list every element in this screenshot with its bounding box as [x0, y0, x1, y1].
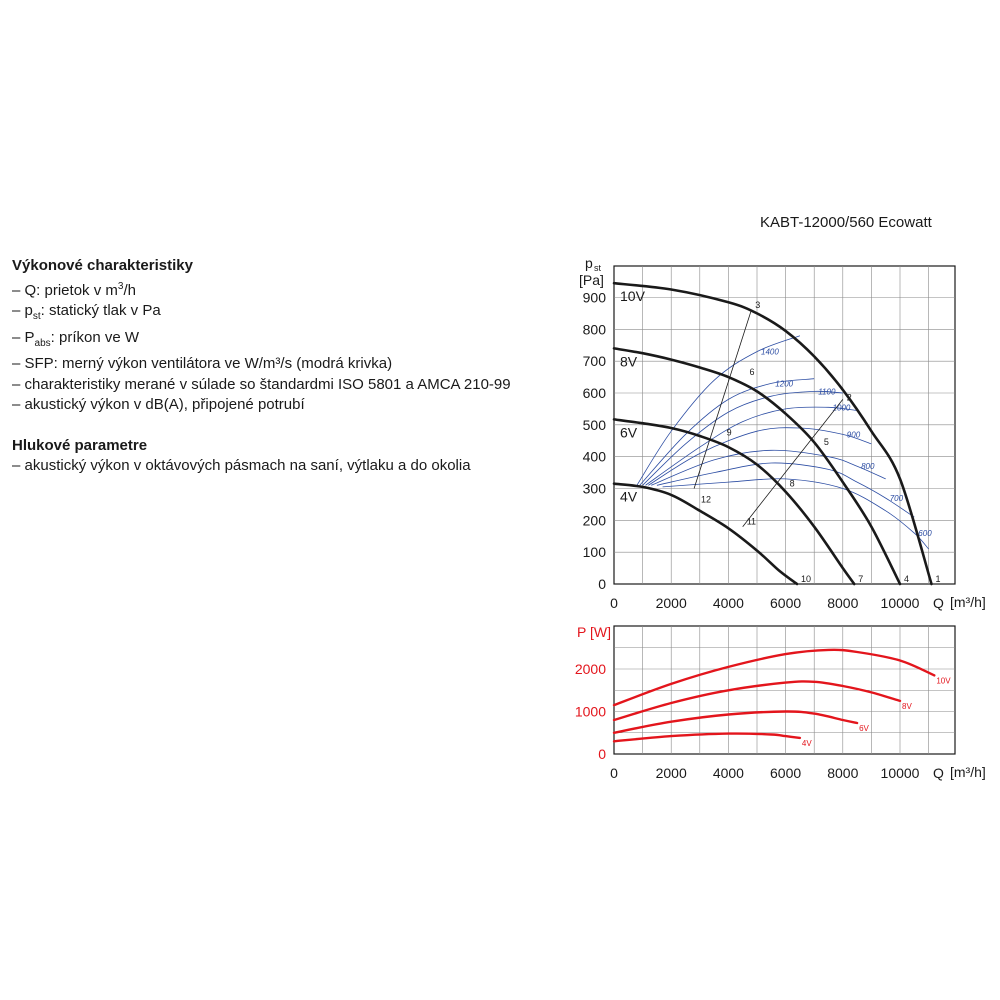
y-tick-label: 300: [583, 481, 607, 497]
sfp-curve: [656, 462, 915, 518]
perf-line-standards: – charakteristiky merané v súlade so šta…: [12, 375, 511, 393]
noise-line: – akustický výkon v oktávových pásmach n…: [12, 457, 471, 474]
pressure-curve-8V: [612, 347, 902, 586]
sfp-label: 700: [890, 494, 904, 503]
power-series-label: 4V: [802, 739, 812, 748]
perf-line-q: – Q: prietok v m3/h: [12, 280, 136, 299]
sfp-label: 800: [861, 462, 875, 471]
pressure-curve-4V: [612, 482, 799, 586]
sfp-curve: [642, 390, 843, 486]
sfp-curve: [662, 478, 929, 550]
operating-point-label: 9: [727, 428, 732, 438]
y-tick-label: 200: [583, 512, 607, 528]
power-y-tick-label: 2000: [575, 661, 606, 677]
perf-line-acoustic: – akustický výkon v dB(A), připojené pot…: [12, 396, 305, 413]
power-curve-6V: [612, 710, 859, 734]
power-series-label: 8V: [902, 702, 912, 711]
operating-point-label: 5: [824, 437, 829, 447]
power-y-axis-unit: [W]: [590, 624, 611, 640]
y-tick-label: 600: [583, 385, 607, 401]
pressure-curve-10V: [612, 281, 933, 586]
power-series-label: 6V: [859, 724, 869, 733]
pressure-series-label: 4V: [620, 489, 638, 505]
x-tick-label: 6000: [770, 595, 801, 611]
sfp-curve: [636, 335, 801, 486]
power-x-tick-label: 6000: [770, 765, 801, 781]
y-tick-label: 0: [598, 576, 606, 592]
perf-title: Výkonové charakteristiky: [12, 257, 193, 274]
sfp-label: 1200: [775, 379, 793, 388]
power-series-label: 10V: [936, 676, 951, 685]
perf-line-pabs: – Pabs: príkon ve W: [12, 328, 139, 349]
y-axis-label-sub: st: [594, 263, 602, 273]
sfp-curve: [639, 378, 815, 486]
perf-line-pst: – pst: statický tlak v Pa: [12, 302, 161, 322]
sfp-label: 1400: [761, 348, 779, 357]
y-tick-label: 700: [583, 353, 607, 369]
operating-point-label: 4: [904, 574, 909, 584]
operating-point-label: 3: [755, 300, 760, 310]
operating-point-label: 1: [935, 574, 940, 584]
power-x-tick-label: 2000: [656, 765, 687, 781]
model-name: KABT-12000/560 Ecowatt: [760, 214, 932, 231]
pressure-series-label: 10V: [620, 288, 646, 304]
operating-point-label: 2: [847, 393, 852, 403]
operating-point-label: 8: [790, 479, 795, 489]
x-tick-label: 0: [610, 595, 618, 611]
pressure-series-label: 8V: [620, 353, 638, 369]
pressure-curve-6V: [612, 418, 856, 586]
operating-point-label: 12: [701, 494, 711, 504]
power-y-tick-label: 1000: [575, 704, 606, 720]
power-curve-4V: [612, 732, 802, 743]
pressure-series-label: 6V: [620, 424, 638, 440]
sfp-label: 1000: [833, 403, 851, 412]
y-axis-unit: [Pa]: [579, 272, 604, 288]
perf-line-sfp: – SFP: merný výkon ventilátora ve W/m³/s…: [12, 355, 393, 372]
power-x-tick-label: 4000: [713, 765, 744, 781]
y-tick-label: 900: [583, 290, 607, 306]
sfp-label: 900: [847, 430, 861, 439]
power-x-tick-label: 8000: [827, 765, 858, 781]
y-tick-label: 100: [583, 544, 607, 560]
power-x-tick-label: 0: [610, 765, 618, 781]
x-tick-label: 10000: [881, 595, 920, 611]
power-y-axis-label: P: [577, 624, 586, 640]
sfp-label: 1100: [818, 387, 836, 396]
x-tick-label: 4000: [713, 595, 744, 611]
power-x-axis-label: Q: [933, 765, 944, 781]
operating-point-label: 11: [747, 517, 756, 527]
power-x-axis-unit: [m³/h]: [950, 764, 986, 780]
description: Výkonové charakteristiky – Q: prietok v …: [12, 256, 532, 477]
y-axis-label: p: [585, 255, 593, 271]
sfp-label: 600: [918, 529, 932, 538]
operating-point-label: 7: [858, 574, 863, 584]
system-curve: [693, 310, 752, 489]
system-curve: [742, 399, 844, 527]
noise-title: Hlukové parametre: [12, 436, 148, 454]
power-x-tick-label: 10000: [881, 765, 920, 781]
y-tick-label: 400: [583, 449, 607, 465]
sfp-curve: [648, 427, 872, 486]
power-curve-8V: [612, 680, 902, 722]
y-tick-label: 800: [583, 321, 607, 337]
power-curve-10V: [612, 648, 936, 707]
x-tick-label: 2000: [656, 595, 687, 611]
operating-point-label: 10: [801, 574, 811, 584]
y-tick-label: 500: [583, 417, 607, 433]
x-axis-label: Q: [933, 595, 944, 611]
operating-point-label: 6: [750, 367, 755, 377]
power-y-tick-label: 0: [598, 746, 606, 762]
sfp-curve: [645, 406, 858, 486]
sfp-curve: [651, 449, 886, 486]
x-tick-label: 8000: [827, 595, 858, 611]
x-axis-unit: [m³/h]: [950, 594, 986, 610]
